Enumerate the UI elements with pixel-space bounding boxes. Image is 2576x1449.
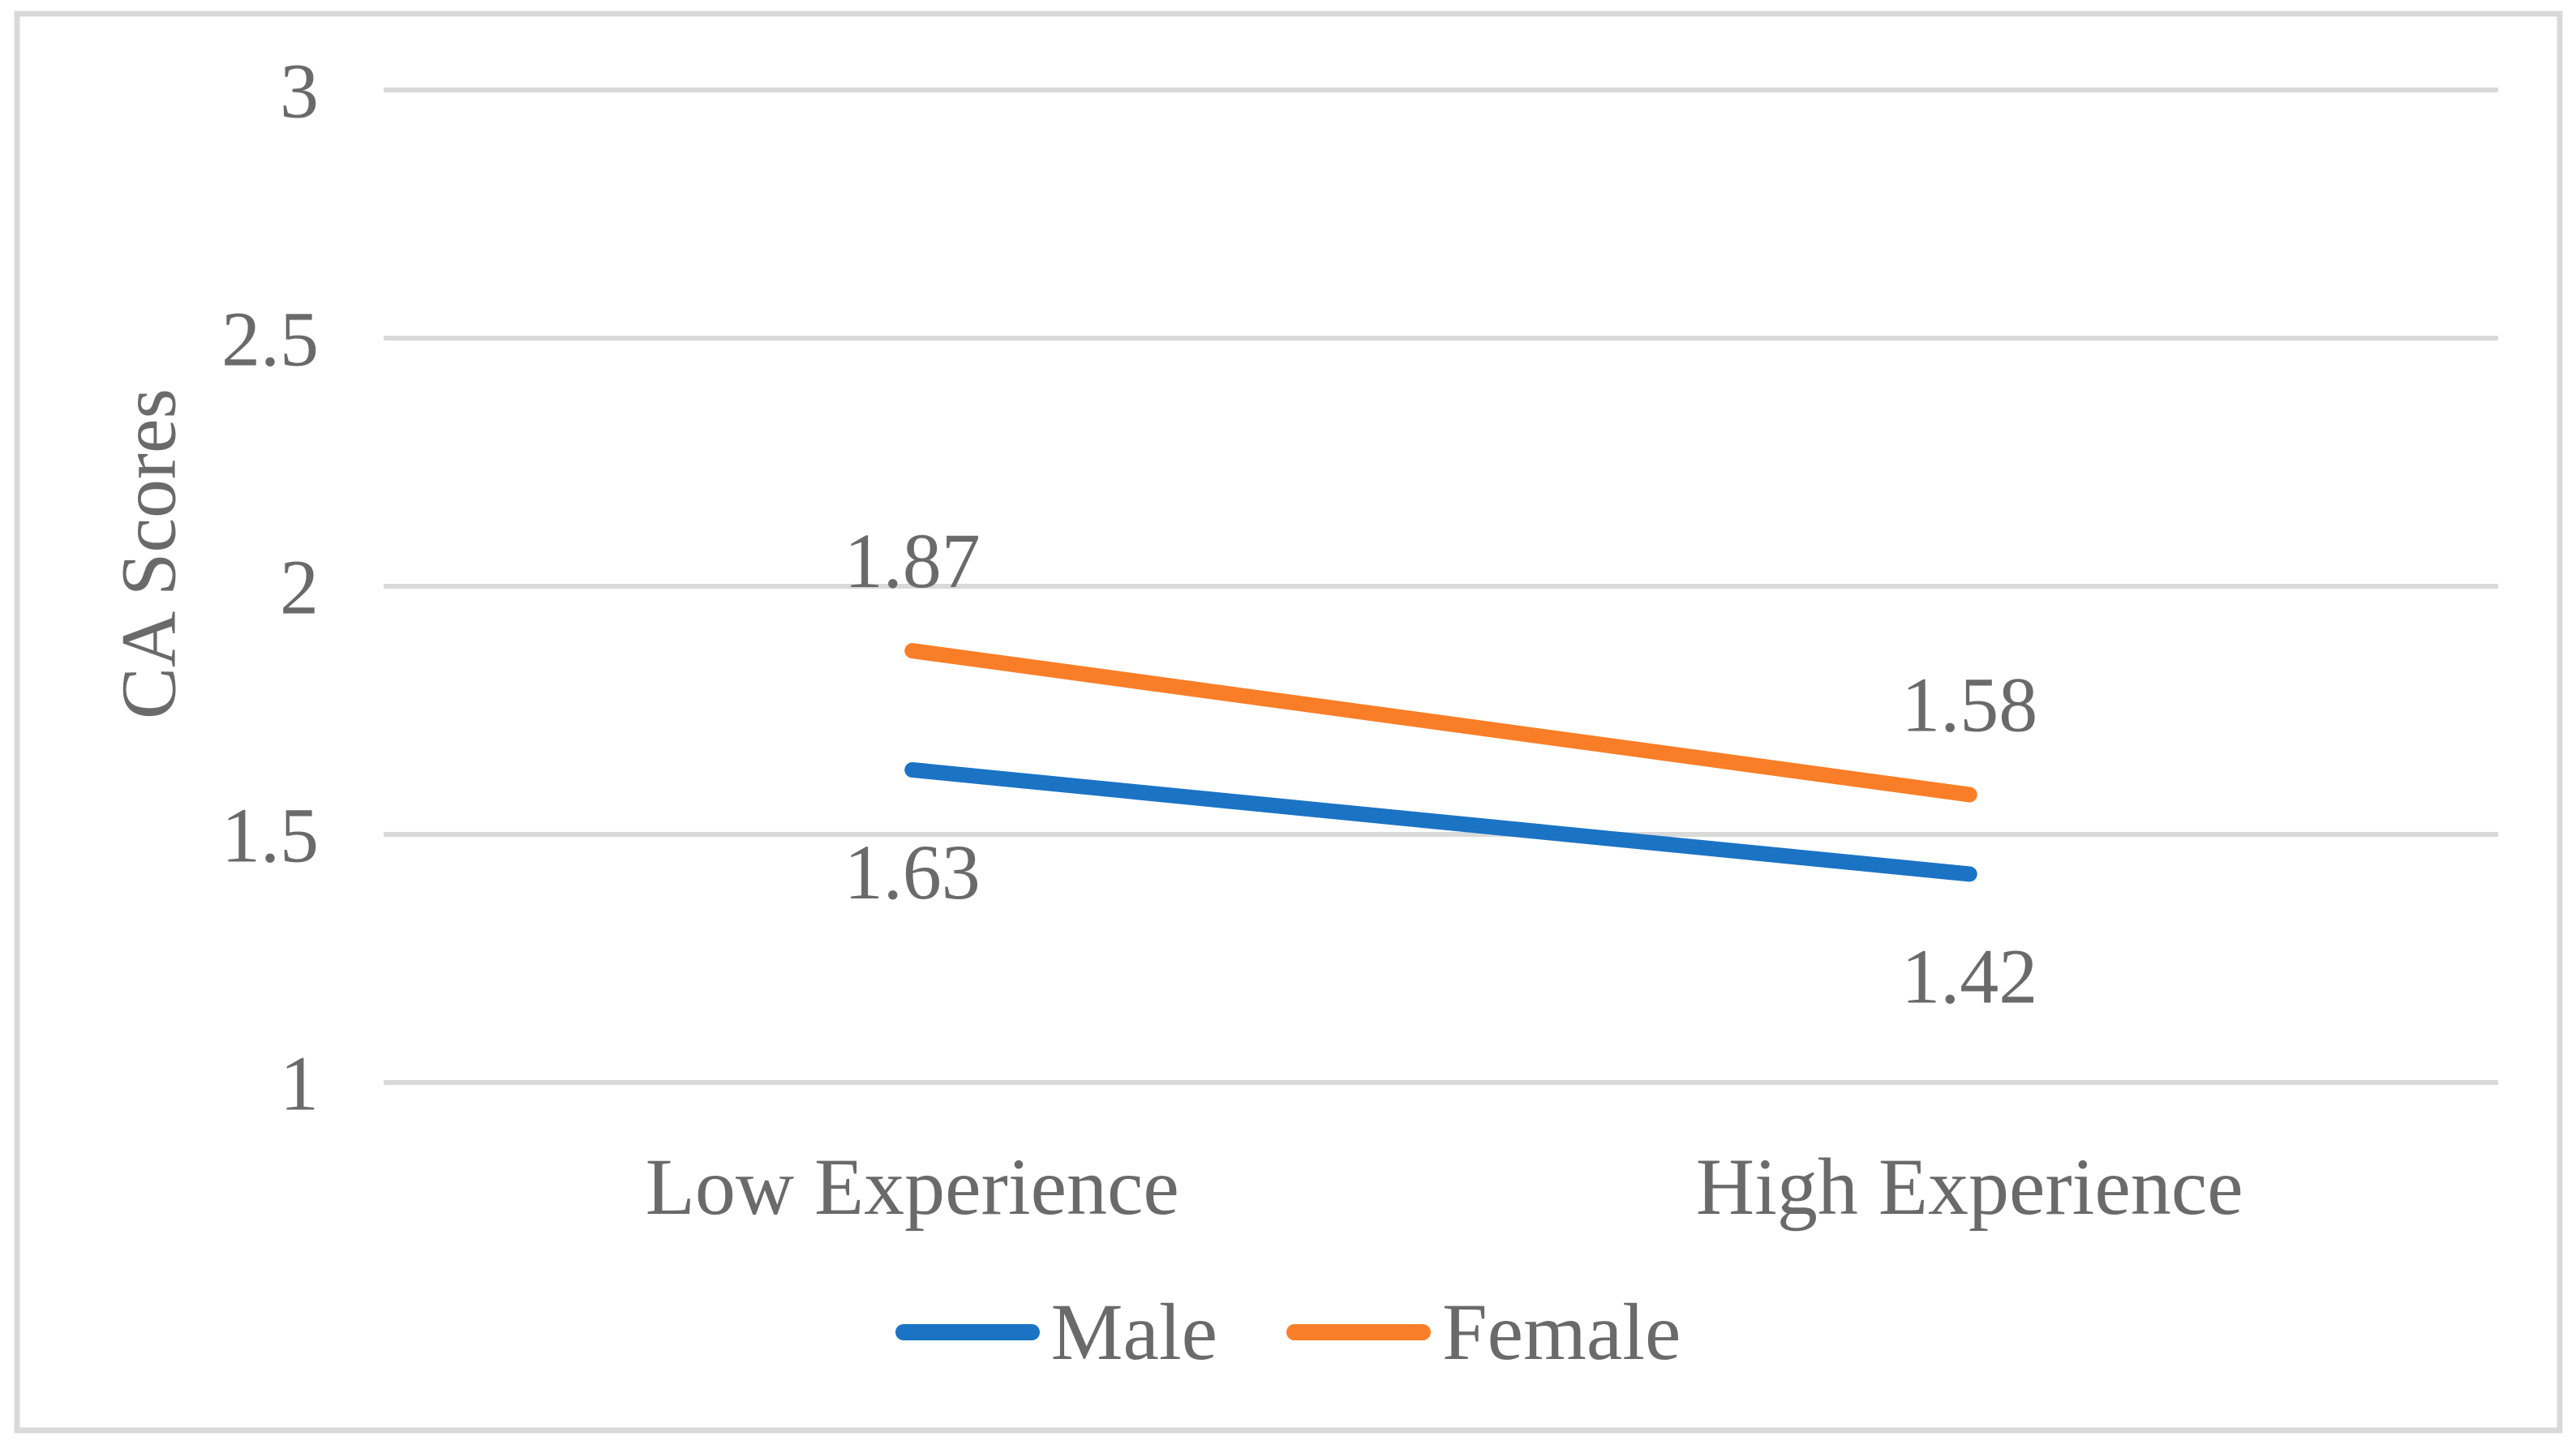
gridlines (384, 88, 2498, 1085)
series-line-female (904, 643, 1977, 803)
data-label-male-0: 1.63 (844, 829, 981, 915)
figure-border (14, 11, 2563, 1434)
data-label-female-1: 1.58 (1901, 662, 2037, 748)
y-tick-label: 2.5 (221, 296, 319, 383)
y-tick-label: 3 (280, 48, 319, 135)
legend-item-female: Female (1286, 1292, 1681, 1373)
y-tick-label: 2 (280, 544, 319, 631)
x-category-label-1: High Experience (1696, 1142, 2243, 1232)
legend-label-female: Female (1442, 1287, 1681, 1377)
series-line-male (904, 761, 1977, 882)
data-label-male-1: 1.42 (1901, 933, 2037, 1020)
series-lines (904, 643, 1977, 882)
y-tick-label: 1 (280, 1040, 319, 1127)
y-axis-title: CA Scores (105, 388, 192, 719)
data-label-female-0: 1.87 (844, 517, 981, 604)
x-category-label-0: Low Experience (646, 1142, 1179, 1232)
legend-label-male: Male (1050, 1287, 1218, 1377)
y-tick-label: 1.5 (221, 792, 319, 879)
legend: Male Female (0, 1288, 2576, 1377)
data-labels: 1.63 1.42 1.87 1.58 (844, 517, 2038, 1019)
y-axis-tick-labels: 3 2.5 2 1.5 1 (221, 48, 319, 1127)
legend-item-male: Male (895, 1292, 1217, 1373)
x-axis-category-labels: Low Experience High Experience (646, 1142, 2243, 1232)
legend-swatch-female (1286, 1324, 1432, 1340)
legend-swatch-male (895, 1324, 1040, 1340)
